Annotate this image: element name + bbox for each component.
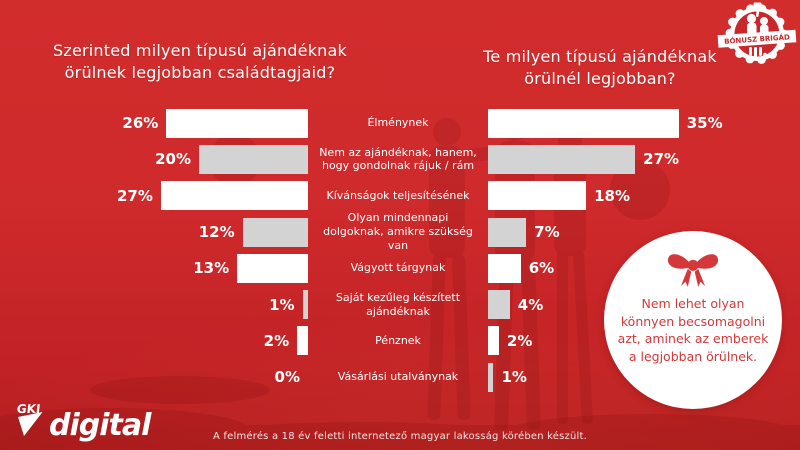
gki-mark-text: GKI (16, 402, 41, 416)
category-label: Pénznek (375, 334, 421, 348)
self-bar (488, 108, 679, 138)
family-bar (297, 326, 308, 356)
self-value-label: 4% (517, 295, 544, 314)
family-value-label: 27% (116, 186, 153, 205)
self-bar-row: 2% (488, 323, 780, 359)
self-bar-row: 1% (488, 359, 780, 395)
badge-legs (749, 47, 767, 58)
family-value-label: 12% (198, 223, 235, 242)
family-bar-row: 1% (28, 286, 308, 322)
self-value-label: 6% (528, 259, 555, 278)
category-label: Élménynek (367, 116, 429, 130)
family-bar-row: 12% (28, 214, 308, 250)
family-value-label: 20% (155, 150, 191, 169)
category-label: Vásárlási utalványnak (337, 370, 459, 384)
self-bar (488, 217, 527, 247)
self-value-label: 35% (686, 114, 723, 133)
family-bar (242, 217, 308, 247)
self-bar-row: 7% (488, 214, 780, 250)
self-value-label: 18% (594, 186, 630, 205)
family-bar-row: 2% (28, 323, 308, 359)
family-value-label: 26% (122, 114, 159, 133)
survey-footnote: A felmérés a 18 év feletti internetező m… (212, 431, 588, 442)
self-bar (488, 181, 587, 211)
category-label: Nem az ajándéknak, hanem, hogy gondolnak… (319, 145, 477, 173)
family-bar-row: 0% (28, 359, 308, 395)
badge-scalloped-seal: BÓNUSZ BRIGÁD (717, 2, 797, 64)
self-bar-row: 6% (488, 250, 780, 286)
right-chart-title: Te milyen típusú ajándéknak örülnél legj… (483, 47, 717, 89)
gift-bow-icon (667, 254, 719, 287)
self-bar-row: 27% (488, 141, 780, 177)
family-bar-row: 20% (28, 141, 308, 177)
family-bar (237, 253, 308, 283)
category-label: Kívánságok teljesítésének (326, 188, 470, 202)
family-bar-row: 27% (28, 178, 308, 214)
self-value-label: 7% (534, 223, 560, 242)
category-label: Olyan mindennapi dolgoknak, amikre szüks… (323, 211, 473, 252)
butterfly-chart: 26% Élménynek 35% 20% Nem az ajándéknak, han… (28, 105, 780, 395)
family-bar (166, 108, 308, 138)
self-value-label: 2% (506, 331, 533, 350)
family-value-label: 13% (193, 259, 230, 278)
left-chart-title: Szerinted milyen típusú ajándéknak örüln… (53, 41, 347, 83)
self-bar-row: 4% (488, 286, 780, 322)
callout-circle: Nem lehet olyan könnyen becsomagolni azt… (604, 231, 782, 409)
self-value-label: 27% (643, 150, 680, 169)
gki-digital-wordmark: digital (49, 407, 151, 443)
family-bar-row: 13% (28, 250, 308, 286)
family-bar (160, 181, 308, 211)
self-bar (488, 290, 510, 320)
self-bar (488, 326, 499, 356)
self-value-label: 1% (501, 368, 527, 387)
gki-mark-icon: GKI (16, 402, 43, 436)
self-bar-row: 18% (488, 178, 780, 214)
self-bar (488, 253, 521, 283)
bonusz-brigad-badge-logo: BÓNUSZ BRIGÁD (717, 2, 797, 64)
category-label: Vágyott tárgynak (350, 261, 446, 275)
family-bar (199, 144, 308, 174)
family-bar (302, 290, 308, 320)
family-value-label: 1% (269, 295, 295, 314)
gki-digital-logo: GKI digital (14, 398, 151, 443)
callout-text: Nem lehet olyan könnyen becsomagolni azt… (617, 296, 769, 364)
self-bar (488, 144, 636, 174)
family-value-label: 0% (274, 368, 300, 387)
category-label: Saját kezűleg készített ajándéknak (335, 290, 461, 318)
self-bar-row: 35% (488, 105, 780, 141)
self-bar (488, 362, 494, 392)
family-bar-row: 26% (28, 105, 308, 141)
badge-banner: BÓNUSZ BRIGÁD (717, 29, 797, 48)
family-value-label: 2% (263, 331, 290, 350)
